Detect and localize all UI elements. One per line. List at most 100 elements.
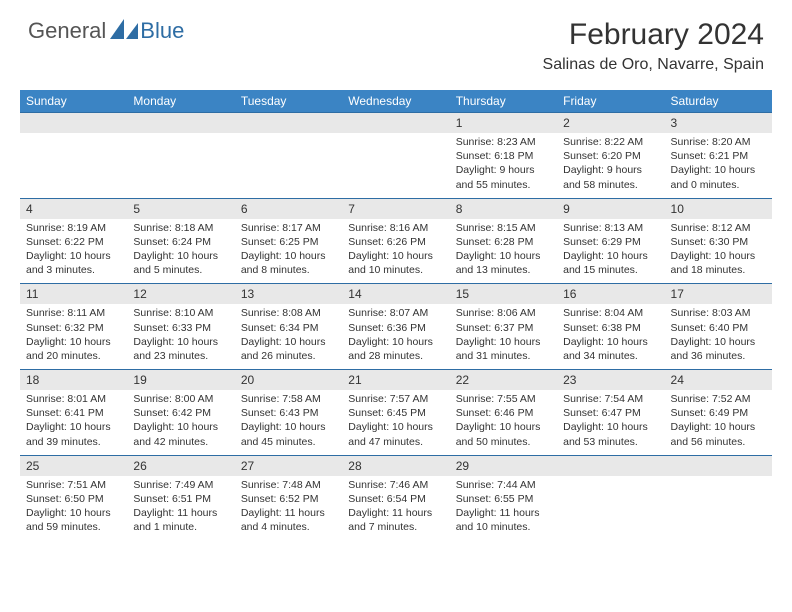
day-cell: 6Sunrise: 8:17 AMSunset: 6:25 PMDaylight… xyxy=(235,198,342,284)
logo: General Blue xyxy=(28,18,184,44)
day-number: 21 xyxy=(342,370,449,390)
day-details: Sunrise: 7:55 AMSunset: 6:46 PMDaylight:… xyxy=(450,390,557,455)
day-details: Sunrise: 8:01 AMSunset: 6:41 PMDaylight:… xyxy=(20,390,127,455)
day-number-empty xyxy=(665,456,772,476)
day-cell: 15Sunrise: 8:06 AMSunset: 6:37 PMDayligh… xyxy=(450,284,557,370)
day-details: Sunrise: 8:08 AMSunset: 6:34 PMDaylight:… xyxy=(235,304,342,369)
day-cell: 21Sunrise: 7:57 AMSunset: 6:45 PMDayligh… xyxy=(342,370,449,456)
day-number: 29 xyxy=(450,456,557,476)
day-details: Sunrise: 8:00 AMSunset: 6:42 PMDaylight:… xyxy=(127,390,234,455)
title-block: February 2024 Salinas de Oro, Navarre, S… xyxy=(543,18,764,74)
week-row: 25Sunrise: 7:51 AMSunset: 6:50 PMDayligh… xyxy=(20,455,772,540)
day-details: Sunrise: 8:07 AMSunset: 6:36 PMDaylight:… xyxy=(342,304,449,369)
day-cell: 22Sunrise: 7:55 AMSunset: 6:46 PMDayligh… xyxy=(450,370,557,456)
day-details: Sunrise: 8:20 AMSunset: 6:21 PMDaylight:… xyxy=(665,133,772,198)
day-cell: 3Sunrise: 8:20 AMSunset: 6:21 PMDaylight… xyxy=(665,113,772,199)
day-details-empty xyxy=(235,133,342,155)
day-details: Sunrise: 8:18 AMSunset: 6:24 PMDaylight:… xyxy=(127,219,234,284)
day-details: Sunrise: 7:58 AMSunset: 6:43 PMDaylight:… xyxy=(235,390,342,455)
day-cell: 16Sunrise: 8:04 AMSunset: 6:38 PMDayligh… xyxy=(557,284,664,370)
day-number: 10 xyxy=(665,199,772,219)
day-number: 25 xyxy=(20,456,127,476)
day-details: Sunrise: 8:10 AMSunset: 6:33 PMDaylight:… xyxy=(127,304,234,369)
day-cell: 7Sunrise: 8:16 AMSunset: 6:26 PMDaylight… xyxy=(342,198,449,284)
day-details: Sunrise: 8:23 AMSunset: 6:18 PMDaylight:… xyxy=(450,133,557,198)
day-cell xyxy=(20,113,127,199)
day-details: Sunrise: 8:03 AMSunset: 6:40 PMDaylight:… xyxy=(665,304,772,369)
logo-sail-icon xyxy=(110,19,138,39)
day-details: Sunrise: 8:19 AMSunset: 6:22 PMDaylight:… xyxy=(20,219,127,284)
day-number: 15 xyxy=(450,284,557,304)
day-details: Sunrise: 7:48 AMSunset: 6:52 PMDaylight:… xyxy=(235,476,342,541)
day-cell: 2Sunrise: 8:22 AMSunset: 6:20 PMDaylight… xyxy=(557,113,664,199)
day-details: Sunrise: 7:44 AMSunset: 6:55 PMDaylight:… xyxy=(450,476,557,541)
day-cell: 4Sunrise: 8:19 AMSunset: 6:22 PMDaylight… xyxy=(20,198,127,284)
day-details-empty xyxy=(127,133,234,155)
day-details: Sunrise: 8:15 AMSunset: 6:28 PMDaylight:… xyxy=(450,219,557,284)
calendar-table: SundayMondayTuesdayWednesdayThursdayFrid… xyxy=(20,90,772,540)
day-cell: 26Sunrise: 7:49 AMSunset: 6:51 PMDayligh… xyxy=(127,455,234,540)
day-number: 18 xyxy=(20,370,127,390)
day-header: Saturday xyxy=(665,90,772,113)
day-cell xyxy=(342,113,449,199)
day-details: Sunrise: 7:52 AMSunset: 6:49 PMDaylight:… xyxy=(665,390,772,455)
day-cell: 5Sunrise: 8:18 AMSunset: 6:24 PMDaylight… xyxy=(127,198,234,284)
day-number: 4 xyxy=(20,199,127,219)
day-header: Monday xyxy=(127,90,234,113)
day-header-row: SundayMondayTuesdayWednesdayThursdayFrid… xyxy=(20,90,772,113)
day-header: Tuesday xyxy=(235,90,342,113)
day-details: Sunrise: 8:16 AMSunset: 6:26 PMDaylight:… xyxy=(342,219,449,284)
day-number-empty xyxy=(235,113,342,133)
day-cell: 10Sunrise: 8:12 AMSunset: 6:30 PMDayligh… xyxy=(665,198,772,284)
day-number: 1 xyxy=(450,113,557,133)
day-number: 27 xyxy=(235,456,342,476)
day-number: 5 xyxy=(127,199,234,219)
day-number: 22 xyxy=(450,370,557,390)
day-number: 7 xyxy=(342,199,449,219)
day-cell xyxy=(127,113,234,199)
day-cell: 25Sunrise: 7:51 AMSunset: 6:50 PMDayligh… xyxy=(20,455,127,540)
day-cell xyxy=(665,455,772,540)
day-header: Wednesday xyxy=(342,90,449,113)
day-cell: 9Sunrise: 8:13 AMSunset: 6:29 PMDaylight… xyxy=(557,198,664,284)
day-number: 14 xyxy=(342,284,449,304)
day-header: Friday xyxy=(557,90,664,113)
day-cell: 14Sunrise: 8:07 AMSunset: 6:36 PMDayligh… xyxy=(342,284,449,370)
day-header: Sunday xyxy=(20,90,127,113)
day-details: Sunrise: 8:12 AMSunset: 6:30 PMDaylight:… xyxy=(665,219,772,284)
day-number: 2 xyxy=(557,113,664,133)
day-cell: 13Sunrise: 8:08 AMSunset: 6:34 PMDayligh… xyxy=(235,284,342,370)
day-details: Sunrise: 7:49 AMSunset: 6:51 PMDaylight:… xyxy=(127,476,234,541)
day-details-empty xyxy=(557,476,664,498)
logo-text-blue: Blue xyxy=(140,18,184,44)
day-number-empty xyxy=(342,113,449,133)
day-number-empty xyxy=(557,456,664,476)
day-cell: 11Sunrise: 8:11 AMSunset: 6:32 PMDayligh… xyxy=(20,284,127,370)
day-cell: 18Sunrise: 8:01 AMSunset: 6:41 PMDayligh… xyxy=(20,370,127,456)
day-number: 24 xyxy=(665,370,772,390)
day-number: 6 xyxy=(235,199,342,219)
day-details: Sunrise: 8:22 AMSunset: 6:20 PMDaylight:… xyxy=(557,133,664,198)
day-number: 11 xyxy=(20,284,127,304)
day-details: Sunrise: 7:46 AMSunset: 6:54 PMDaylight:… xyxy=(342,476,449,541)
day-number: 23 xyxy=(557,370,664,390)
day-details-empty xyxy=(665,476,772,498)
day-cell: 23Sunrise: 7:54 AMSunset: 6:47 PMDayligh… xyxy=(557,370,664,456)
day-number: 8 xyxy=(450,199,557,219)
day-details: Sunrise: 8:04 AMSunset: 6:38 PMDaylight:… xyxy=(557,304,664,369)
day-cell: 20Sunrise: 7:58 AMSunset: 6:43 PMDayligh… xyxy=(235,370,342,456)
day-number: 12 xyxy=(127,284,234,304)
week-row: 18Sunrise: 8:01 AMSunset: 6:41 PMDayligh… xyxy=(20,370,772,456)
day-cell: 1Sunrise: 8:23 AMSunset: 6:18 PMDaylight… xyxy=(450,113,557,199)
day-cell: 12Sunrise: 8:10 AMSunset: 6:33 PMDayligh… xyxy=(127,284,234,370)
day-cell: 27Sunrise: 7:48 AMSunset: 6:52 PMDayligh… xyxy=(235,455,342,540)
day-cell: 17Sunrise: 8:03 AMSunset: 6:40 PMDayligh… xyxy=(665,284,772,370)
day-number: 20 xyxy=(235,370,342,390)
day-cell: 8Sunrise: 8:15 AMSunset: 6:28 PMDaylight… xyxy=(450,198,557,284)
header: General Blue February 2024 Salinas de Or… xyxy=(0,0,792,84)
day-number-empty xyxy=(127,113,234,133)
logo-text-general: General xyxy=(28,18,106,44)
day-number: 28 xyxy=(342,456,449,476)
day-cell: 28Sunrise: 7:46 AMSunset: 6:54 PMDayligh… xyxy=(342,455,449,540)
day-number: 13 xyxy=(235,284,342,304)
